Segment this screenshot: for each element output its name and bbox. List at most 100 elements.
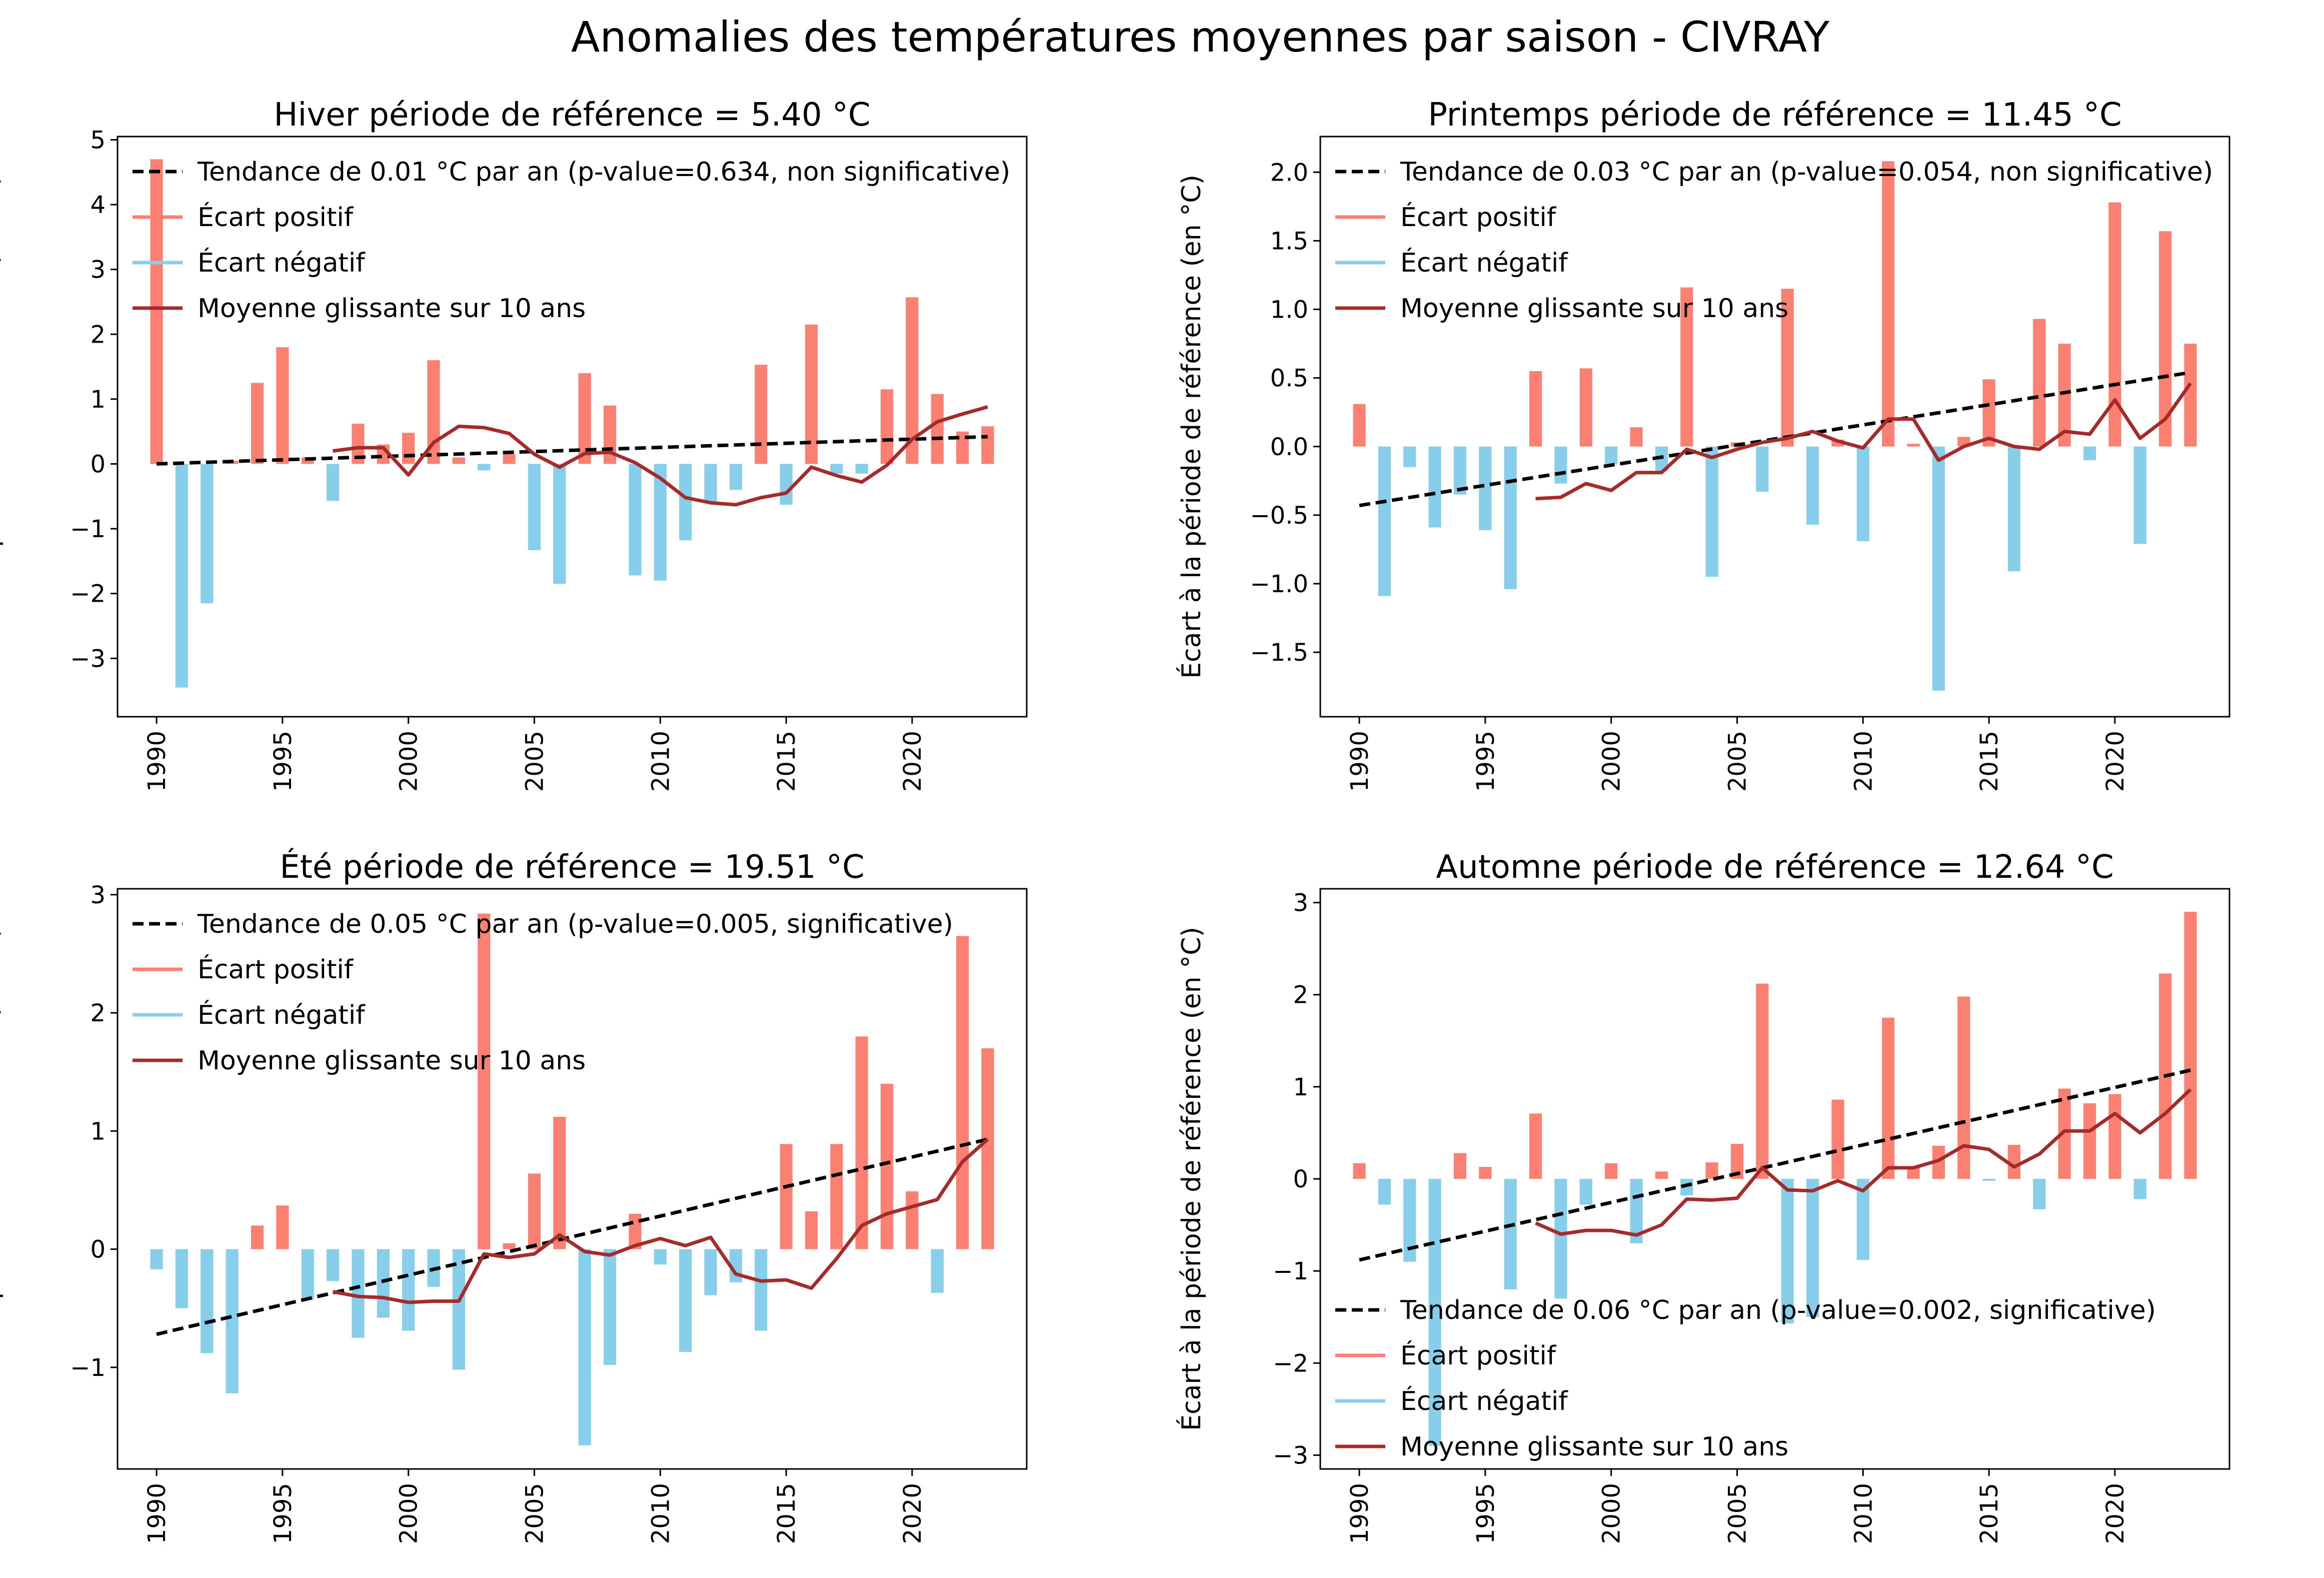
legend: Tendance de 0.03 °C par an (p-value=0.05… xyxy=(1335,157,2213,324)
bar-positive xyxy=(1957,996,1970,1179)
y-tick-label: 5 xyxy=(90,126,106,154)
panel-4: Automne période de référence = 12.64 °C É… xyxy=(1176,849,2230,1544)
bar-negative xyxy=(452,1249,465,1370)
bar-negative xyxy=(2083,446,2096,461)
bar-positive xyxy=(1756,983,1769,1179)
legend-label-trend: Tendance de 0.01 °C par an (p-value=0.63… xyxy=(197,157,1010,187)
bar-negative xyxy=(326,464,340,501)
bar-negative xyxy=(704,1249,717,1295)
bar-positive xyxy=(1882,161,1895,447)
y-tick-label: 0 xyxy=(90,1236,106,1264)
figure-suptitle: Anomalies des températures moyennes par … xyxy=(571,13,1830,62)
panel-title: Été période de référence = 19.51 °C xyxy=(280,848,864,886)
y-axis-label: Écart à la période de référence (en °C) xyxy=(1176,175,1207,679)
y-tick-label: −3 xyxy=(1273,1441,1308,1469)
y-tick-label: 1 xyxy=(1293,1073,1308,1101)
x-tick-label: 2000 xyxy=(1598,731,1626,792)
x-tick-label: 1990 xyxy=(1346,731,1374,792)
bar-negative xyxy=(201,1249,214,1353)
y-tick-label: 0 xyxy=(1293,1165,1308,1193)
axes-frame xyxy=(1319,136,2230,718)
y-tick-label: −1 xyxy=(70,515,106,543)
bar-positive xyxy=(880,1083,894,1249)
rolling-mean-line xyxy=(1535,1088,2192,1237)
bar-positive xyxy=(1453,1153,1467,1179)
y-tick-label: −1.5 xyxy=(1250,639,1308,667)
bar-positive xyxy=(1605,1163,1618,1179)
bar-negative xyxy=(201,464,214,604)
panel-2: Printemps période de référence = 11.45 °… xyxy=(1176,97,2230,792)
axes-frame xyxy=(117,136,1028,718)
bar-negative xyxy=(226,1249,239,1393)
bar-negative xyxy=(1378,446,1391,596)
bar-negative xyxy=(1705,446,1718,577)
bar-positive xyxy=(931,394,944,464)
legend-label-rolling: Moyenne glissante sur 10 ans xyxy=(1400,294,1788,324)
bar-negative xyxy=(553,464,566,584)
bar-positive xyxy=(1907,444,1920,447)
trend-line xyxy=(156,1137,988,1336)
y-tick-label: 4 xyxy=(90,191,106,219)
bar-negative xyxy=(1982,1179,1995,1181)
panel-title: Automne période de référence = 12.64 °C xyxy=(1436,849,2113,886)
y-tick-label: −2 xyxy=(70,580,106,608)
bar-positive xyxy=(2108,202,2121,447)
bar-positive xyxy=(1529,371,1542,447)
trend-line xyxy=(156,435,988,466)
bar-positive xyxy=(2083,1103,2096,1179)
x-tick-label: 2010 xyxy=(647,1483,675,1544)
y-tick-label: 3 xyxy=(90,256,106,284)
bar-negative xyxy=(1453,446,1467,495)
bar-negative xyxy=(402,1249,415,1331)
x-tick-label: 2020 xyxy=(2101,731,2129,792)
bar-negative xyxy=(301,1249,314,1300)
bar-negative xyxy=(377,1249,390,1318)
rolling-mean-line xyxy=(333,405,988,507)
bar-positive xyxy=(2184,344,2197,447)
axes-frame xyxy=(117,888,1028,1470)
y-tick-label: 0.5 xyxy=(1270,365,1308,393)
bar-negative xyxy=(1579,1179,1592,1205)
bar-positive xyxy=(503,1243,516,1249)
legend-label-positive: Écart positif xyxy=(1400,202,1557,233)
y-tick-label: 1.5 xyxy=(1270,227,1308,255)
x-tick-label: 1990 xyxy=(143,731,171,792)
bar-positive xyxy=(2184,912,2197,1179)
bar-negative xyxy=(1806,446,1819,525)
bar-negative xyxy=(1479,446,1492,531)
bar-negative xyxy=(679,1249,692,1352)
y-tick-label: 0.0 xyxy=(1270,433,1308,461)
legend-label-positive: Écart positif xyxy=(1400,1340,1557,1371)
bar-positive xyxy=(452,457,465,464)
bar-negative xyxy=(1932,446,1945,691)
x-tick-label: 2000 xyxy=(395,1483,423,1544)
x-tick-label: 2015 xyxy=(773,1483,801,1544)
y-axis-label: Écart à la période de référence (en °C) xyxy=(0,927,4,1431)
bar-positive xyxy=(2007,1144,2021,1179)
bar-positive xyxy=(981,1048,994,1249)
bar-negative xyxy=(729,464,742,490)
bar-negative xyxy=(755,1249,768,1331)
bar-positive xyxy=(830,1144,843,1249)
bar-positive xyxy=(1529,1113,1542,1179)
x-tick-label: 2020 xyxy=(2101,1483,2129,1544)
bar-positive xyxy=(2108,1094,2121,1179)
bar-negative xyxy=(1806,1179,1819,1317)
x-tick-label: 2005 xyxy=(1723,1483,1751,1544)
legend: Tendance de 0.05 °C par an (p-value=0.00… xyxy=(133,909,953,1076)
y-tick-label: 3 xyxy=(90,881,106,909)
x-tick-label: 1995 xyxy=(269,1483,297,1544)
x-tick-label: 2015 xyxy=(773,731,801,792)
x-tick-label: 2005 xyxy=(521,1483,549,1544)
bar-positive xyxy=(1630,427,1643,447)
y-tick-label: −0.5 xyxy=(1250,502,1308,530)
bar-positive xyxy=(251,383,264,464)
x-tick-label: 2020 xyxy=(899,731,927,792)
bar-negative xyxy=(175,1249,189,1308)
bar-negative xyxy=(603,1249,617,1365)
bar-negative xyxy=(2133,446,2146,544)
bar-positive xyxy=(805,324,818,464)
y-tick-label: −1 xyxy=(1273,1257,1308,1285)
bar-positive xyxy=(276,1205,289,1249)
